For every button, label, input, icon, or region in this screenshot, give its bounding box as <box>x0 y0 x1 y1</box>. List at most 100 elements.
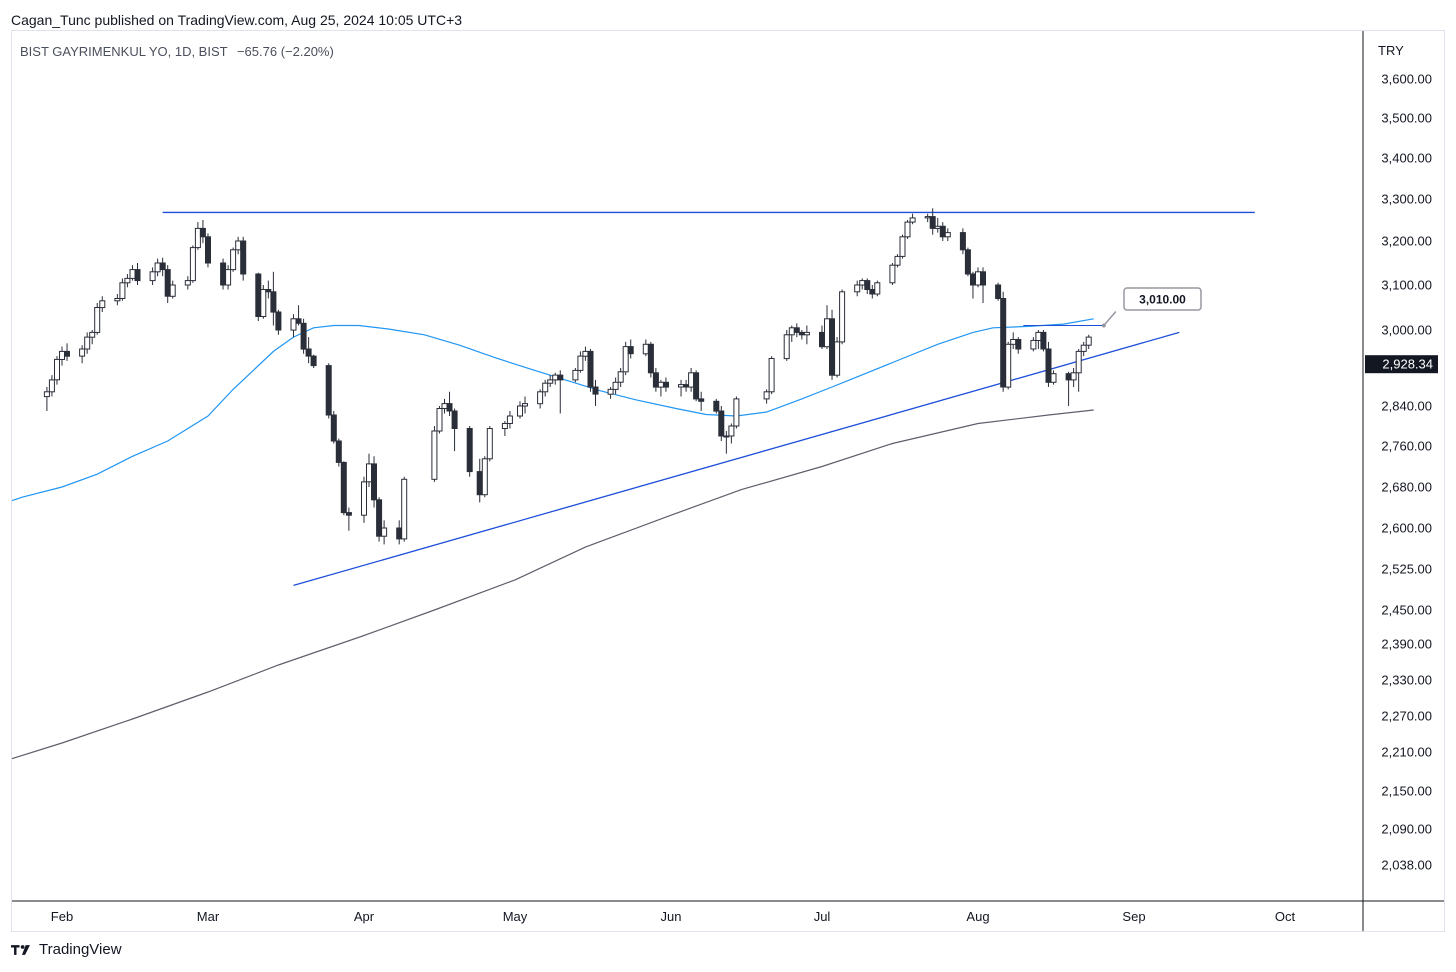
candle-body <box>859 280 866 286</box>
candle-body <box>325 365 332 416</box>
candle-body <box>466 428 473 473</box>
candle-body <box>124 277 131 284</box>
price-tick-label: 3,200.00 <box>1381 234 1432 249</box>
candle <box>964 247 971 277</box>
candle <box>824 305 830 349</box>
candle <box>1035 330 1042 349</box>
candle-body <box>899 236 906 257</box>
candle <box>506 411 513 429</box>
candle-body <box>194 227 201 249</box>
candle <box>1085 334 1092 349</box>
candle-body <box>371 463 377 501</box>
candle-body <box>924 216 931 219</box>
candle <box>325 363 332 419</box>
candle-body <box>361 481 367 516</box>
candle <box>924 213 931 223</box>
candle-body <box>642 343 649 355</box>
candle-body <box>94 307 101 333</box>
candle <box>542 379 549 397</box>
chart-frame <box>11 30 1445 932</box>
candle <box>194 222 201 250</box>
candle-body <box>451 410 458 429</box>
candle <box>547 375 554 387</box>
candle-body <box>164 269 171 297</box>
candle <box>476 458 483 503</box>
candle <box>59 346 65 366</box>
candle-body <box>260 289 267 317</box>
price-tick-label: 2,680.00 <box>1381 480 1432 495</box>
candle-body <box>522 403 528 407</box>
candle <box>124 274 131 288</box>
candle <box>1015 337 1022 354</box>
candle <box>522 396 528 414</box>
candle-body <box>647 343 654 374</box>
candle-body <box>305 348 312 357</box>
candle <box>129 265 136 281</box>
time-tick-label: Sep <box>1122 909 1145 924</box>
candle <box>189 245 196 283</box>
candle <box>889 263 896 285</box>
candle-body <box>99 300 106 309</box>
candle <box>783 330 790 361</box>
candle <box>829 309 835 380</box>
candle-body <box>1010 339 1017 345</box>
candle <box>54 356 60 385</box>
candle-body <box>1030 339 1037 350</box>
candle-body <box>441 403 448 410</box>
candle <box>441 398 448 414</box>
candle-body <box>235 240 242 251</box>
candle-body <box>506 415 513 424</box>
tradingview-logo[interactable]: TradingView <box>11 941 122 958</box>
candle <box>713 398 720 414</box>
candle <box>612 377 619 395</box>
candle-body <box>547 379 554 384</box>
candle-body <box>446 403 453 412</box>
candle-body <box>763 391 770 400</box>
annotation-label: 3,010.00 <box>1139 293 1186 307</box>
publisher-caption: Cagan_Tunc published on TradingView.com,… <box>11 12 463 28</box>
candle <box>164 265 171 303</box>
candle <box>345 507 352 531</box>
candle-body <box>572 369 579 381</box>
price-tick-label: 3,000.00 <box>1381 323 1432 338</box>
candle-body <box>300 322 307 350</box>
candle-body <box>869 289 876 295</box>
candle <box>683 379 690 392</box>
last-price-tag <box>1365 355 1438 374</box>
candle-body <box>803 331 810 336</box>
candle <box>582 346 589 361</box>
candle-body <box>129 269 136 279</box>
candle <box>768 356 775 395</box>
time-tick-label: Apr <box>354 909 375 924</box>
candle <box>763 389 770 404</box>
candle-body <box>718 410 725 437</box>
candle-body <box>537 391 544 405</box>
candle <box>154 258 161 277</box>
candle-body <box>1050 373 1057 383</box>
candle <box>1000 291 1007 392</box>
candle-body <box>476 471 483 496</box>
candle-body <box>587 350 594 388</box>
candle-body <box>310 355 317 367</box>
candle-body <box>84 336 91 350</box>
candle-body <box>929 216 936 229</box>
candle-body <box>995 284 1002 299</box>
candle <box>1030 337 1037 352</box>
candle <box>84 332 91 354</box>
candle <box>486 426 493 462</box>
candle <box>1080 341 1087 357</box>
candle-body <box>481 458 488 496</box>
candle-body <box>270 291 277 313</box>
candle-body <box>59 350 65 360</box>
candle <box>149 267 156 285</box>
candle-body <box>939 225 946 238</box>
candle <box>330 411 337 444</box>
candle-body <box>436 408 443 432</box>
candle <box>617 368 624 387</box>
candle <box>300 318 307 354</box>
candle-body <box>79 348 86 357</box>
price-tick-label: 2,600.00 <box>1381 521 1432 536</box>
candle-body <box>824 318 830 348</box>
candle <box>904 220 911 239</box>
